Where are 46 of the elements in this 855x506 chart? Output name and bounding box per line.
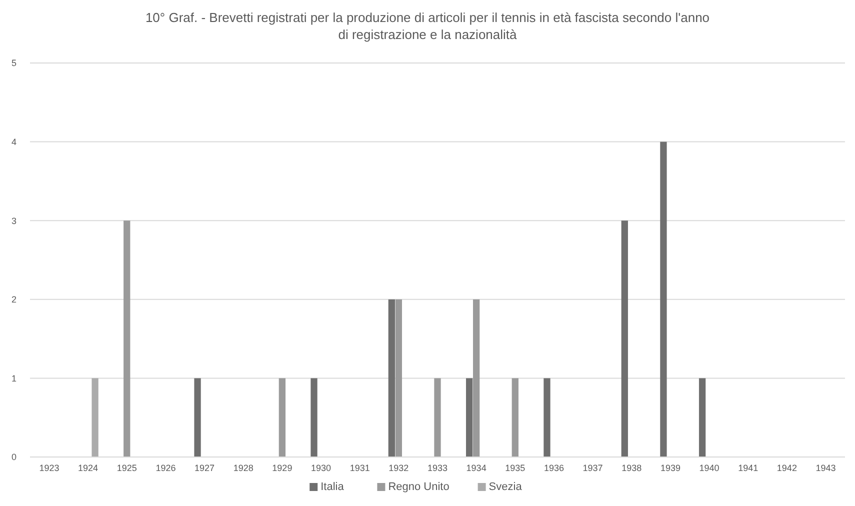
x-tick-label: 1941 xyxy=(738,463,758,473)
x-tick-label: 1933 xyxy=(427,463,448,473)
x-tick-label: 1939 xyxy=(660,463,680,473)
y-tick-label: 0 xyxy=(11,452,17,462)
bar xyxy=(124,220,130,457)
y-tick-label: 5 xyxy=(11,58,17,68)
x-tick-label: 1932 xyxy=(388,463,409,473)
x-tick-label: 1923 xyxy=(39,463,60,473)
x-tick-label: 1927 xyxy=(194,463,215,473)
x-tick-label: 1928 xyxy=(233,463,254,473)
x-tick-label: 1937 xyxy=(582,463,603,473)
chart-title: 10° Graf. - Brevetti registrati per la produzione di articoli per il tennis in età fascista secondo l'anno di registrazione e la nazionalità xyxy=(145,10,710,42)
bar xyxy=(92,378,98,457)
x-tick-label: 1934 xyxy=(466,463,486,473)
bar xyxy=(512,378,518,457)
y-tick-label: 2 xyxy=(11,294,17,305)
x-tick-label: 1935 xyxy=(505,463,526,473)
legend-label: Svezia xyxy=(488,481,523,493)
x-tick-label: 1931 xyxy=(350,463,370,473)
x-tick-label: 1924 xyxy=(78,463,98,473)
bar xyxy=(310,378,318,457)
x-tick-label: 1938 xyxy=(622,463,642,473)
bar xyxy=(698,378,706,457)
bar xyxy=(621,220,628,457)
x-tick-label: 1929 xyxy=(272,463,292,473)
bar xyxy=(395,299,402,457)
bar xyxy=(194,378,201,457)
x-tick-label: 1936 xyxy=(544,463,564,473)
x-tick-label: 1925 xyxy=(116,463,137,473)
bar xyxy=(466,378,473,457)
x-tick-label: 1926 xyxy=(156,463,176,473)
x-tick-label: 1942 xyxy=(776,463,797,473)
y-tick-label: 4 xyxy=(11,136,17,147)
bar xyxy=(434,378,441,457)
bar xyxy=(278,378,286,457)
x-tick-label: 1940 xyxy=(699,463,720,473)
bar xyxy=(388,299,395,457)
x-tick-label: 1943 xyxy=(816,463,836,473)
bar xyxy=(473,299,480,457)
bar xyxy=(660,142,667,457)
legend-label: Italia xyxy=(320,481,345,493)
bar xyxy=(544,378,550,457)
y-tick-label: 1 xyxy=(11,373,17,384)
legend-label: Regno Unito xyxy=(388,481,450,493)
x-tick-label: 1930 xyxy=(311,463,332,473)
y-tick-label: 3 xyxy=(11,216,17,226)
